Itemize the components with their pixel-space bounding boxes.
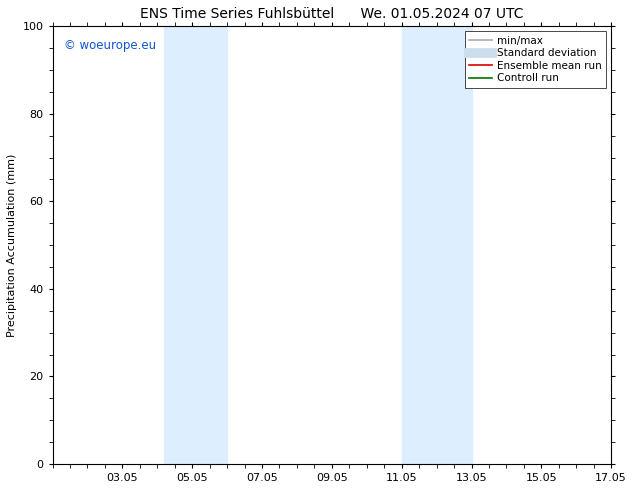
Bar — [164, 26, 227, 464]
Bar — [402, 26, 472, 464]
Text: © woeurope.eu: © woeurope.eu — [63, 39, 156, 52]
Title: ENS Time Series Fuhlsbüttel      We. 01.05.2024 07 UTC: ENS Time Series Fuhlsbüttel We. 01.05.20… — [140, 7, 524, 21]
Legend: min/max, Standard deviation, Ensemble mean run, Controll run: min/max, Standard deviation, Ensemble me… — [465, 31, 606, 88]
Y-axis label: Precipitation Accumulation (mm): Precipitation Accumulation (mm) — [7, 153, 17, 337]
